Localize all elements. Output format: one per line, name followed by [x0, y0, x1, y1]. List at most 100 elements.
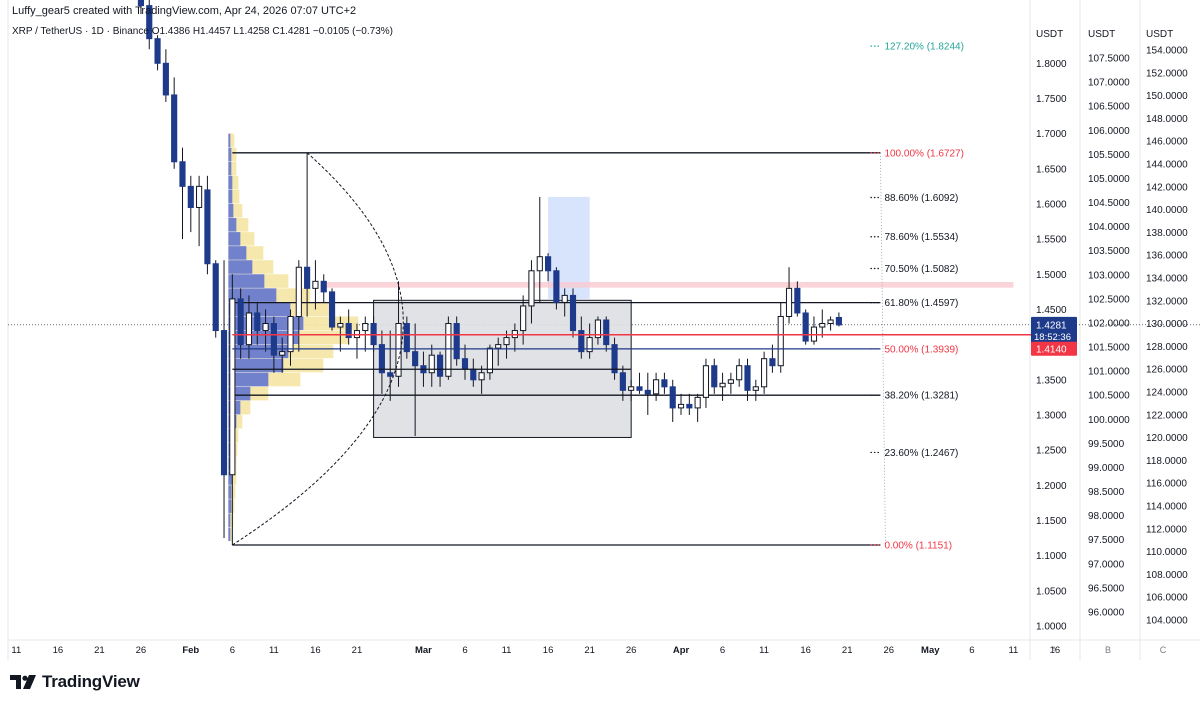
price-axis-b-tick: 105.5000 [1088, 150, 1130, 161]
candle-body [752, 386, 759, 391]
tradingview-branding[interactable]: TradingView [10, 671, 140, 693]
candle-up [827, 316, 834, 331]
price-axis-b-tick: 100.5000 [1088, 391, 1130, 402]
volume-profile-bar-down [228, 372, 269, 387]
price-axis-b-tick: 102.0000 [1088, 318, 1130, 329]
price-axis-c-tick: 126.0000 [1146, 365, 1188, 376]
fib-level-label: 127.20% (1.8244) [884, 42, 964, 53]
candle-up [561, 288, 568, 317]
axis-column-label-a: A [1051, 645, 1057, 655]
candle-body [503, 337, 510, 346]
price-axis-c-tick: 148.0000 [1146, 114, 1188, 125]
price-axis-a-tick: 1.2000 [1036, 481, 1067, 492]
time-axis-day-label: 11 [11, 645, 21, 656]
price-axis-c-tick: 144.0000 [1146, 160, 1188, 171]
candle-down [320, 274, 327, 303]
candle-down [636, 372, 643, 394]
price-axis-b-tick: 104.0000 [1088, 222, 1130, 233]
candle-up [520, 295, 527, 345]
candle-body [677, 403, 685, 409]
candle-down [744, 358, 751, 401]
time-axis-day-label: 6 [462, 645, 467, 656]
time-axis-day-label: 16 [800, 645, 811, 656]
volume-profile-bar-up [228, 161, 237, 176]
fib-level-label: 38.20% (1.3281) [884, 391, 958, 402]
price-axis-c-tick: 154.0000 [1146, 46, 1188, 57]
symbol-ohlc-legend[interactable]: XRP / TetherUS · 1D · Binance O1.4386 H1… [12, 26, 393, 37]
volume-profile-bar-down [228, 330, 299, 345]
candle-up [478, 365, 485, 394]
candle-down [578, 316, 585, 359]
price-axis-b-tick: 103.5000 [1088, 246, 1130, 257]
candle-down [686, 393, 693, 415]
price-axis-b-tick: 107.0000 [1088, 78, 1130, 89]
volume-profile-bar-down [228, 288, 277, 302]
price-axis-a-tick: 1.0000 [1036, 621, 1067, 632]
candle-up [528, 260, 535, 324]
last-price-value: 1.4281 [1036, 320, 1067, 331]
candle-body [461, 358, 469, 370]
candle-body [744, 365, 751, 391]
candle-body [237, 298, 244, 346]
time-axis-day-label: 16 [310, 645, 321, 656]
candle-body [619, 372, 626, 391]
volume-profile-bar-down [228, 358, 284, 373]
candle-down [345, 309, 352, 345]
candle-body [470, 368, 477, 381]
price-axis-b-tick: 101.0000 [1088, 367, 1130, 378]
volume-profile-bar-down [228, 133, 231, 148]
candle-up [295, 260, 302, 352]
price-axis-c-tick: 128.0000 [1146, 342, 1188, 353]
volume-profile-bar-down [228, 471, 233, 485]
time-axis-day-label: 26 [883, 645, 894, 656]
candle-body [636, 386, 643, 391]
price-axis-b-tick: 107.5000 [1088, 54, 1130, 65]
fib-level-label: 88.60% (1.6092) [884, 193, 958, 204]
time-axis-day-label: 11 [759, 645, 769, 656]
candle-up [653, 372, 660, 401]
candle-body [694, 396, 701, 409]
price-axis-b-tick: 99.0000 [1088, 463, 1125, 474]
candle-up [761, 351, 768, 394]
price-axis-b-tick: 100.0000 [1088, 415, 1130, 426]
red-line-badge-bg [1031, 341, 1077, 356]
candle-up [736, 358, 743, 387]
price-axis-c-tick: 146.0000 [1146, 137, 1188, 148]
candle-body [403, 323, 410, 353]
time-axis-day-label: 26 [626, 645, 637, 656]
candle-down [187, 175, 194, 233]
candle-up [819, 309, 826, 338]
chart-credit: Luffy_gear5 created with TradingView.com… [12, 5, 357, 17]
candle-body [179, 161, 186, 187]
candle-up [229, 274, 236, 546]
volume-profile-bar-down [228, 147, 232, 162]
candle-up [536, 196, 543, 303]
volume-profile-bar-down [228, 302, 291, 316]
volume-profile-bar-up [228, 147, 237, 162]
candle-body [644, 389, 651, 395]
candle-body [777, 315, 784, 367]
price-axis-b-tick: 102.5000 [1088, 294, 1130, 305]
candle-body [603, 319, 610, 346]
price-axis-title-c: USDT [1146, 29, 1173, 40]
last-price-badge-bg [1031, 316, 1077, 349]
candle-body [553, 270, 560, 303]
price-axis-a-tick: 1.3500 [1036, 375, 1067, 386]
volume-profile-bar-down [228, 499, 232, 513]
candle-body [520, 305, 527, 332]
candle-body [445, 323, 452, 377]
candle-down [304, 152, 311, 317]
volume-profile-bar-up [228, 175, 239, 190]
candle-down [154, 35, 161, 71]
price-axis-c-tick: 140.0000 [1146, 205, 1188, 216]
price-axis-a-tick: 1.6000 [1036, 199, 1067, 210]
price-axis-a-tick: 1.0500 [1036, 586, 1067, 597]
candle-body [711, 365, 718, 388]
price-axis-b-tick: 97.5000 [1088, 535, 1125, 546]
price-axis-c-tick: 132.0000 [1146, 296, 1188, 307]
price-axis-b-tick: 106.5000 [1088, 102, 1130, 113]
price-axis-c-tick: 116.0000 [1146, 479, 1187, 490]
